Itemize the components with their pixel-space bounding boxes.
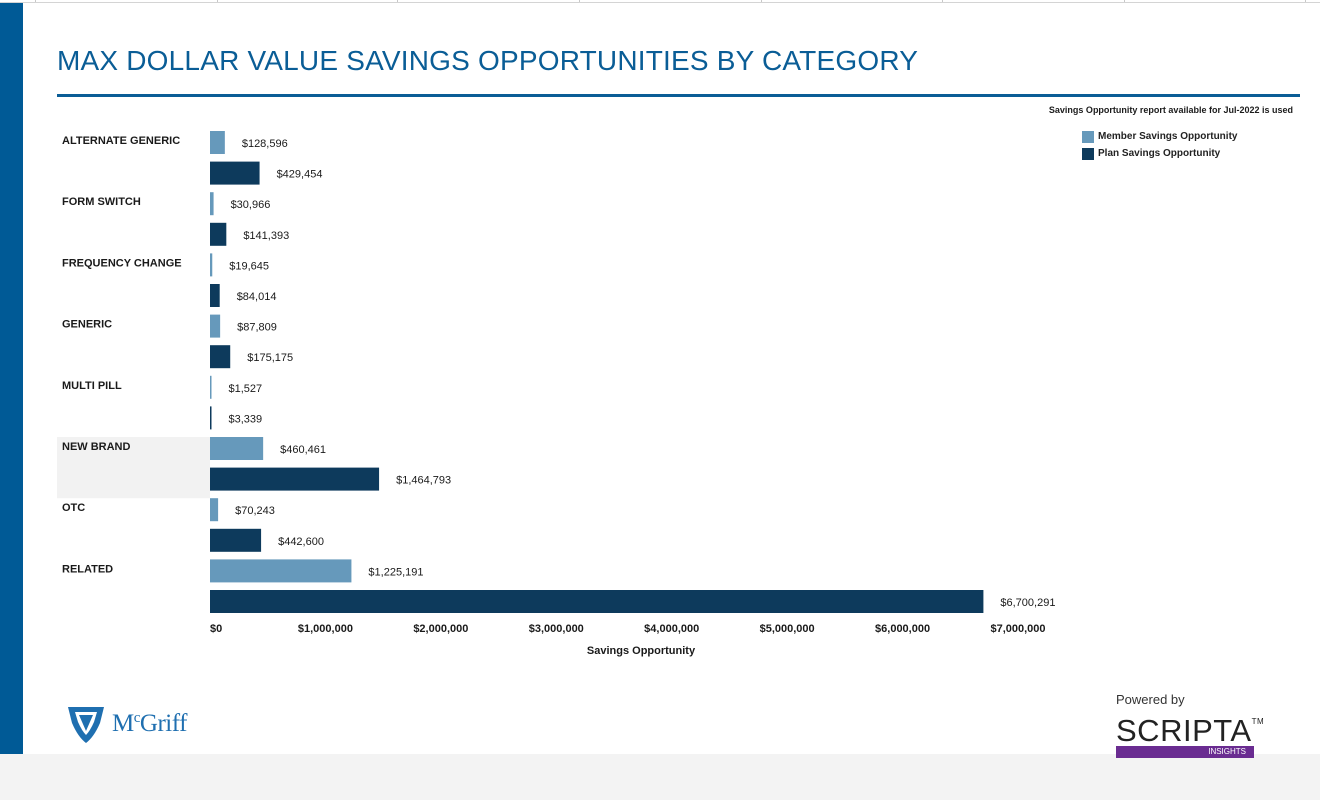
mcgriff-logo: McGriff: [66, 703, 187, 745]
page-title: MAX DOLLAR VALUE SAVINGS OPPORTUNITIES B…: [57, 45, 919, 76]
top-tab-strip: [0, 0, 1320, 3]
plan-savings-bar: [210, 161, 260, 185]
category-label: ALTERNATE GENERIC: [62, 135, 180, 147]
member-savings-bar: [210, 192, 214, 216]
category-label: FREQUENCY CHANGE: [62, 257, 182, 269]
bar-value-label: $1,225,191: [368, 566, 423, 578]
bar-value-label: $429,454: [277, 169, 323, 181]
x-tick-label: $2,000,000: [413, 623, 468, 635]
x-tick-label: $0: [210, 623, 222, 635]
mcgriff-wordmark: McGriff: [112, 710, 187, 737]
member-savings-bar: [210, 498, 219, 522]
shield-icon: [68, 707, 104, 743]
member-savings-bar: [210, 437, 264, 460]
side-accent-bar: [0, 3, 23, 754]
member-savings-bar: [210, 253, 213, 277]
bar-value-label: $87,809: [237, 322, 277, 334]
category-label: RELATED: [62, 563, 113, 575]
bar-value-label: $19,645: [229, 260, 269, 272]
category-label: OTC: [62, 502, 85, 514]
plan-savings-bar: [210, 284, 220, 307]
legend-swatch-member: [1082, 130, 1094, 143]
legend-item-plan: Plan Savings Opportunity: [1082, 145, 1237, 162]
member-savings-bar: [210, 314, 221, 338]
plan-savings-bar: [210, 590, 984, 613]
x-tick-label: $4,000,000: [644, 623, 699, 635]
bar-value-label: $70,243: [235, 505, 275, 517]
bar-value-label: $1,527: [229, 383, 263, 395]
plan-savings-bar: [210, 528, 262, 552]
plan-savings-bar: [210, 406, 212, 430]
member-savings-bar: [210, 375, 212, 399]
title-divider: [57, 94, 1300, 97]
legend-swatch-plan: [1082, 147, 1094, 160]
x-axis-title: Savings Opportunity: [587, 645, 696, 657]
scripta-insights-band: INSIGHTS: [1116, 746, 1254, 758]
powered-by-label: Powered by: [1116, 692, 1185, 707]
legend-label-member: Member Savings Opportunity: [1098, 131, 1238, 142]
bar-value-label: $6,700,291: [1000, 597, 1055, 609]
plan-savings-bar: [210, 222, 227, 246]
x-tick-label: $1,000,000: [298, 623, 353, 635]
category-label: NEW BRAND: [62, 441, 130, 453]
bar-value-label: $460,461: [280, 444, 326, 456]
plan-savings-bar: [210, 467, 380, 491]
scripta-wordmark: SCRIPTATM: [1116, 713, 1265, 748]
plan-savings-bar: [210, 345, 231, 369]
member-savings-bar: [210, 559, 352, 583]
scripta-logo: Powered by SCRIPTATM INSIGHTS: [1116, 692, 1265, 758]
report-note: Savings Opportunity report available for…: [1048, 105, 1293, 115]
bar-value-label: $141,393: [243, 230, 289, 242]
member-savings-bar: [210, 131, 225, 154]
bar-value-label: $3,339: [229, 413, 263, 425]
chart-legend: Member Savings Opportunity Plan Savings …: [1082, 128, 1237, 162]
x-tick-label: $6,000,000: [875, 623, 930, 635]
legend-label-plan: Plan Savings Opportunity: [1098, 148, 1221, 159]
bar-value-label: $1,464,793: [396, 475, 451, 487]
x-tick-label: $5,000,000: [760, 623, 815, 635]
x-tick-label: $7,000,000: [990, 623, 1045, 635]
savings-bar-chart: ALTERNATE GENERIC $128,596 $429,454 FORM SW…: [57, 131, 1055, 657]
category-label: MULTI PILL: [62, 380, 122, 392]
category-label: GENERIC: [62, 319, 112, 331]
slide: MAX DOLLAR VALUE SAVINGS OPPORTUNITIES B…: [0, 3, 1320, 758]
legend-item-member: Member Savings Opportunity: [1082, 128, 1237, 145]
bar-value-label: $128,596: [242, 138, 288, 150]
bar-value-label: $442,600: [278, 536, 324, 548]
bar-value-label: $84,014: [237, 291, 277, 303]
bar-value-label: $175,175: [247, 352, 293, 364]
highlight-row-band: [57, 437, 210, 499]
x-tick-label: $3,000,000: [529, 623, 584, 635]
category-label: FORM SWITCH: [62, 196, 141, 208]
bar-value-label: $30,966: [231, 199, 271, 211]
